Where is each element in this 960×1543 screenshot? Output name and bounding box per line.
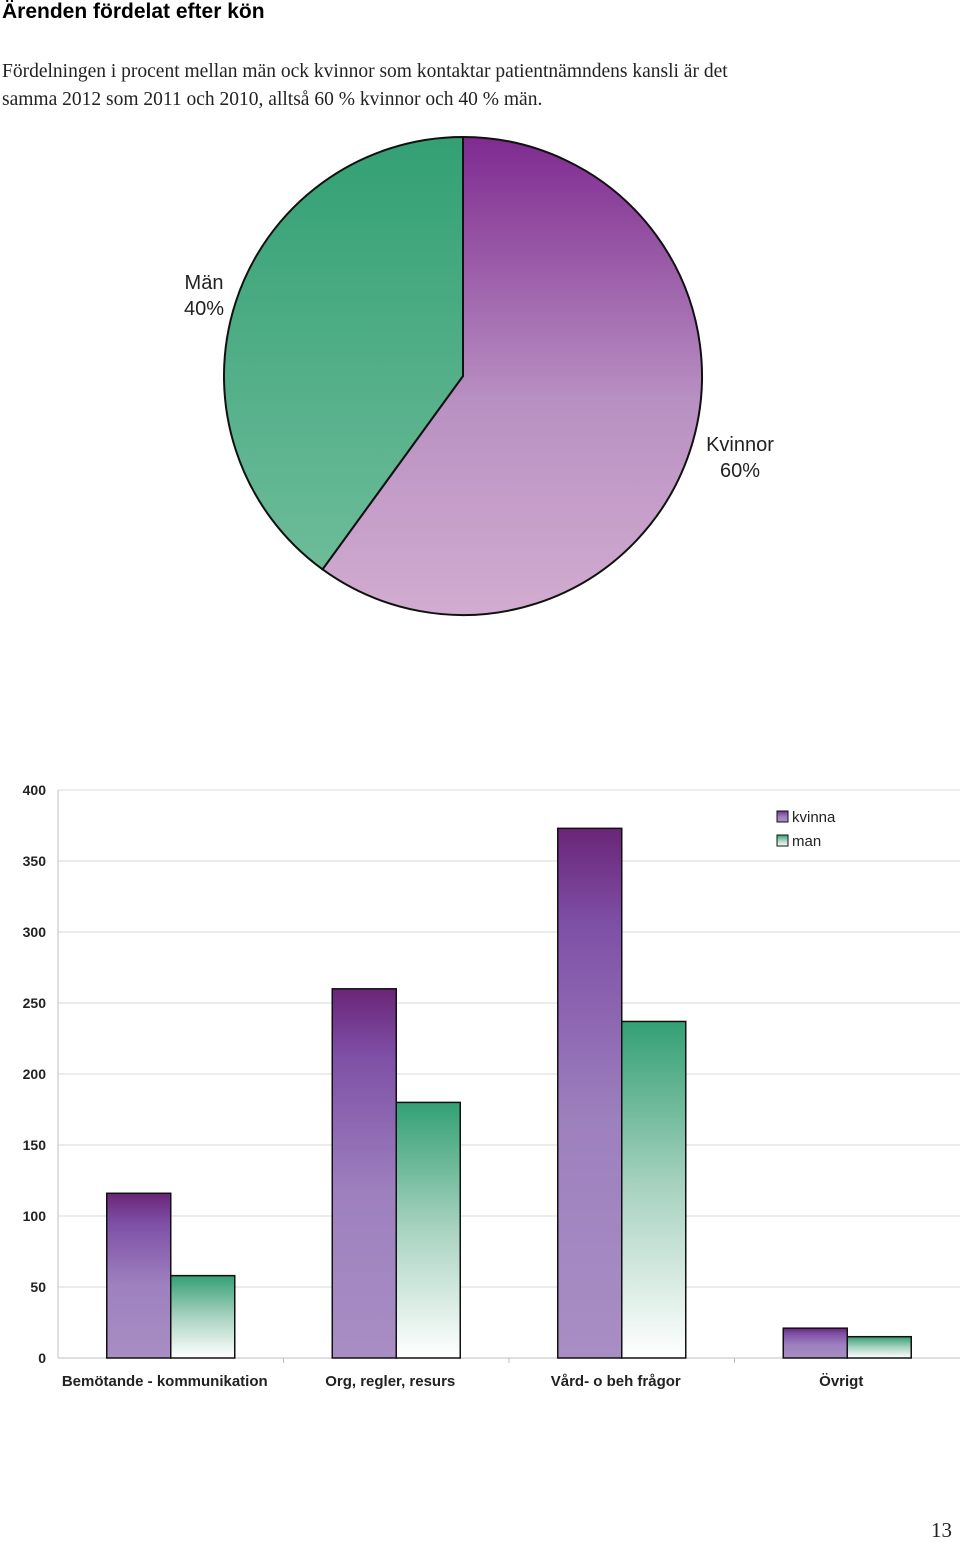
legend-label-kvinna: kvinna: [792, 809, 836, 826]
y-tick-label: 150: [23, 1137, 47, 1153]
bar-man-3: [846, 1335, 912, 1359]
x-category-label: Bemötande - kommunikation: [62, 1373, 268, 1390]
pie-percent-kvinnor: 60%: [720, 460, 760, 482]
bar-kvinna-1: [331, 988, 397, 1359]
y-tick-label: 100: [23, 1208, 47, 1224]
x-category-label: Övrigt: [819, 1373, 863, 1390]
x-category-label: Org, regler, resurs: [325, 1373, 455, 1390]
bar-kvinna-3: [782, 1327, 848, 1359]
y-tick-label: 250: [23, 995, 47, 1011]
y-tick-label: 400: [23, 782, 47, 798]
pie-label-man: Män: [185, 272, 224, 294]
intro-line-1: Fördelningen i procent mellan män ock kv…: [2, 61, 728, 82]
category-bar-chart: 0 50 100 150 200 250 300 350 400 Bemötande - kom…: [23, 782, 960, 1390]
page-number: 13: [931, 1518, 952, 1542]
bar-kvinna-0: [106, 1192, 172, 1359]
x-category-label: Vård- o beh frågor: [551, 1373, 681, 1390]
intro-paragraph: Fördelningen i procent mellan män ock kv…: [2, 58, 952, 114]
pie-slice-kvinnor: [321, 135, 703, 616]
legend-swatch-kvinna: [776, 810, 789, 823]
legend-swatch-man: [776, 834, 789, 847]
pie-slice-man: [223, 135, 464, 571]
pie-label-kvinnor: Kvinnor: [706, 434, 774, 456]
bar-man-0: [170, 1274, 236, 1359]
pie-percent-man: 40%: [184, 298, 224, 320]
bar-man-1: [395, 1101, 461, 1359]
bar-kvinna-2: [557, 827, 623, 1359]
y-tick-label: 300: [23, 924, 47, 940]
y-tick-label: 50: [30, 1279, 46, 1295]
bar-man-2: [621, 1020, 687, 1359]
page-heading: Ärenden fördelat efter kön: [2, 0, 265, 23]
intro-line-2: samma 2012 som 2011 och 2010, alltså 60 …: [2, 89, 543, 110]
legend-label-man: man: [792, 833, 821, 850]
y-tick-label: 200: [23, 1066, 47, 1082]
gender-pie-chart: Män 40% Kvinnor 60%: [184, 135, 774, 616]
y-tick-label: 0: [38, 1350, 46, 1366]
y-tick-label: 350: [23, 853, 47, 869]
